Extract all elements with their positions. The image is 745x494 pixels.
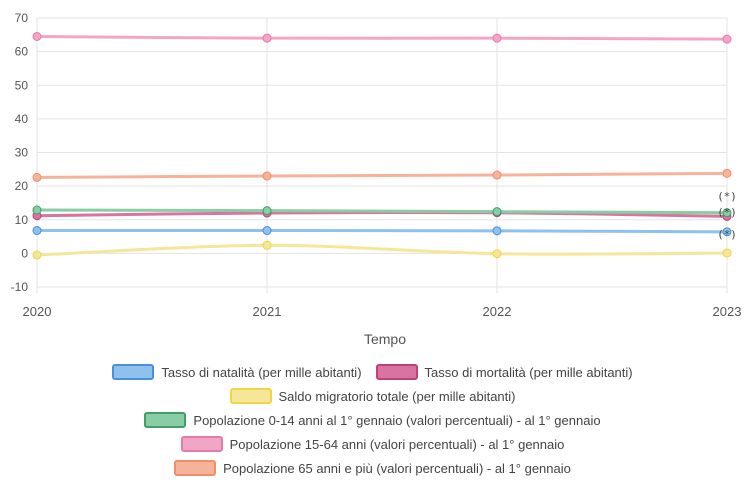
chart-grid — [36, 17, 728, 293]
data-point — [492, 170, 502, 180]
data-point — [492, 207, 502, 217]
x-axis-ticks: 2020 2021 2022 2023 — [23, 304, 742, 319]
legend-label: Popolazione 15-64 anni (valori percentua… — [229, 436, 565, 452]
legend-item[interactable]: Tasso di mortalità (per mille abitanti) — [375, 364, 633, 380]
legend-label: Saldo migratorio totale (per mille abita… — [278, 388, 516, 404]
legend-item[interactable]: Popolazione 0-14 anni al 1° gennaio (val… — [144, 412, 601, 428]
series-lines — [35, 34, 729, 257]
legend-label: Popolazione 0-14 anni al 1° gennaio (val… — [193, 412, 601, 428]
y-tick-label: 20 — [15, 179, 29, 193]
y-tick-label: 10 — [15, 213, 29, 227]
y-tick-label: 70 — [15, 11, 29, 25]
legend-swatch — [174, 460, 217, 476]
legend-swatch — [375, 364, 418, 380]
x-tick-label: 2021 — [253, 304, 282, 319]
data-point — [32, 226, 42, 236]
data-point — [492, 249, 502, 259]
data-point — [722, 227, 732, 237]
legend-swatch — [144, 412, 187, 428]
footnote-annotation: (*) — [717, 228, 737, 241]
x-tick-label: 2023 — [713, 304, 742, 319]
data-point — [32, 172, 42, 182]
legend-label: Popolazione 65 anni e più (valori percen… — [223, 460, 571, 476]
data-point — [722, 208, 732, 218]
legend-label: Tasso di natalità (per mille abitanti) — [161, 364, 362, 380]
data-point — [32, 250, 42, 260]
series-points — [32, 31, 732, 260]
data-point — [262, 171, 272, 181]
series-line — [35, 228, 729, 234]
data-point — [722, 168, 732, 178]
legend-swatch — [180, 436, 223, 452]
data-point — [722, 248, 732, 258]
data-point — [722, 34, 732, 44]
footnote-annotation: (*) — [717, 206, 737, 219]
legend-row: Popolazione 65 anni e più (valori percen… — [0, 456, 745, 480]
legend-row: Popolazione 0-14 anni al 1° gennaio (val… — [0, 408, 745, 432]
x-tick-label: 2022 — [483, 304, 512, 319]
x-tick-label: 2020 — [23, 304, 52, 319]
legend-label: Tasso di mortalità (per mille abitanti) — [424, 364, 633, 380]
y-tick-label: 40 — [15, 112, 29, 126]
data-point — [32, 31, 42, 41]
data-point — [32, 205, 42, 215]
data-point — [262, 206, 272, 216]
legend-item[interactable]: Popolazione 15-64 anni (valori percentua… — [180, 436, 565, 452]
data-point — [262, 33, 272, 43]
chart-annotations: (*) (*) (*) — [717, 190, 737, 241]
legend-item[interactable]: Popolazione 65 anni e più (valori percen… — [174, 460, 571, 476]
y-tick-label: -10 — [11, 280, 29, 294]
data-point — [492, 226, 502, 236]
legend-swatch — [229, 388, 272, 404]
y-tick-label: 50 — [15, 78, 29, 92]
legend-item[interactable]: Saldo migratorio totale (per mille abita… — [229, 388, 516, 404]
data-point — [262, 240, 272, 250]
data-point — [492, 33, 502, 43]
legend-swatch — [112, 364, 155, 380]
chart-legend: Tasso di natalità (per mille abitanti) Ta… — [0, 360, 745, 480]
series-line — [35, 208, 729, 215]
legend-item[interactable]: Tasso di natalità (per mille abitanti) — [112, 364, 362, 380]
series-line — [35, 34, 729, 41]
y-tick-label: 30 — [15, 146, 29, 160]
y-tick-label: 0 — [21, 246, 28, 260]
footnote-annotation: (*) — [717, 190, 737, 203]
data-point — [262, 226, 272, 236]
legend-row: Popolazione 15-64 anni (valori percentua… — [0, 432, 745, 456]
legend-row: Saldo migratorio totale (per mille abita… — [0, 384, 745, 408]
y-axis-ticks: -10 0 10 20 30 40 50 60 70 — [11, 11, 29, 294]
series-line — [35, 243, 729, 257]
legend-row: Tasso di natalità (per mille abitanti) Ta… — [0, 360, 745, 384]
x-axis-title: Tempo — [364, 331, 406, 347]
y-tick-label: 60 — [15, 45, 29, 59]
series-line — [35, 171, 729, 179]
